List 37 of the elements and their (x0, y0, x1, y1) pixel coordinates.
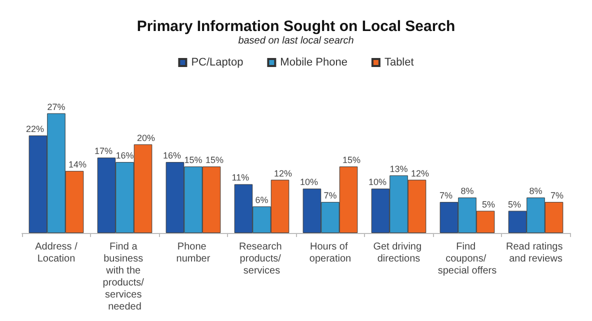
data-label: 6% (255, 194, 268, 205)
legend-label: Tablet (384, 56, 414, 68)
data-label: 7% (550, 190, 564, 200)
data-label: 15% (184, 155, 202, 165)
data-label: 13% (390, 164, 408, 174)
x-tick-label: Read ratings and reviews (506, 242, 566, 264)
x-tick-label: Find a business with the products/ services needed (102, 242, 147, 312)
chart-subtitle: based on last local search (238, 36, 354, 46)
legend-label: PC/Laptop (191, 56, 244, 68)
data-label: 12% (411, 168, 430, 178)
legend-label: Mobile Phone (280, 56, 348, 68)
data-label: 10% (368, 177, 386, 188)
data-label: 16% (162, 150, 181, 161)
data-label: 14% (68, 159, 87, 170)
data-label: 7% (439, 190, 452, 200)
data-label: 20% (137, 132, 156, 143)
x-tick-label: Find coupons/ special offers (438, 242, 497, 276)
data-label: 16% (116, 150, 134, 161)
x-tick-label: Hours of operation (309, 242, 352, 264)
data-label: 12% (274, 168, 292, 178)
data-label: 8% (460, 186, 474, 196)
data-label: 15% (206, 155, 224, 165)
x-tick-label: Get driving directions (373, 242, 424, 264)
x-tick-label: Research products/ services (238, 242, 285, 276)
x-tick-label: Address /Location (35, 242, 78, 264)
data-label: 27% (47, 102, 66, 112)
data-label: 8% (529, 186, 542, 196)
data-label: 11% (232, 172, 250, 183)
data-label: 5% (508, 199, 521, 210)
data-label: 22% (26, 124, 44, 134)
data-label: 5% (482, 199, 496, 210)
data-label: 10% (300, 177, 318, 188)
data-label: 7% (324, 190, 337, 200)
x-tick-label: Phone number (176, 242, 211, 264)
chart-title: Primary Information Sought on Local Search (136, 18, 456, 35)
data-label: 17% (94, 146, 112, 156)
data-label: 15% (342, 155, 361, 165)
